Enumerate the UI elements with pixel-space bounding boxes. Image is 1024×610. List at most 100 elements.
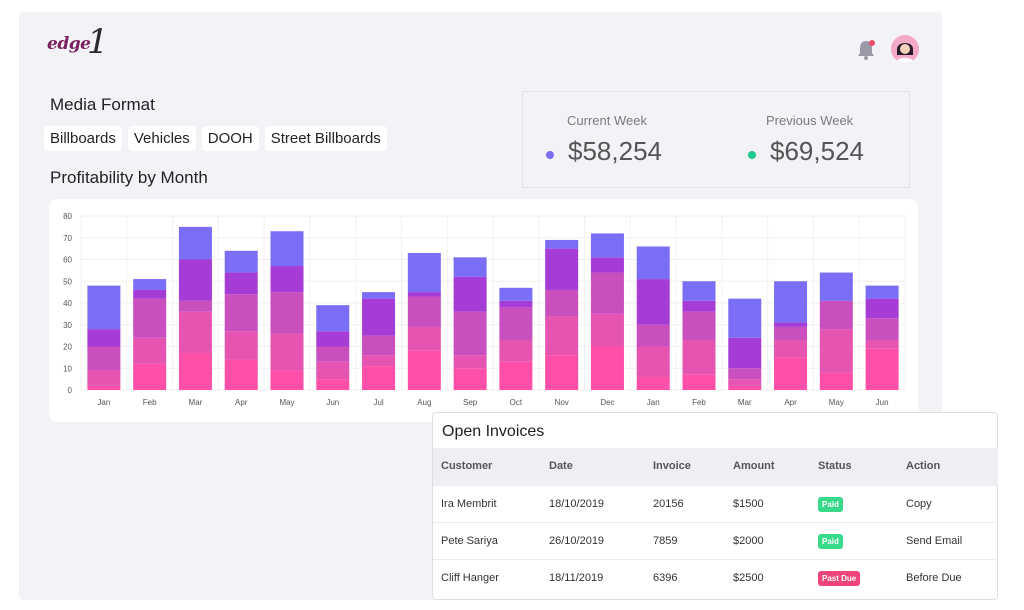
bar-segment [774, 339, 808, 358]
bar-segment [224, 359, 258, 390]
bar-segment [636, 246, 670, 280]
logo-text: edge [47, 34, 91, 54]
bar-segment [728, 298, 762, 338]
x-tick-label: May [829, 398, 844, 407]
bar-segment [590, 313, 624, 347]
x-tick-label: Jan [647, 398, 660, 407]
x-tick-label: Aug [417, 398, 431, 407]
col-action[interactable]: Action [906, 460, 941, 472]
bar-segment [865, 348, 899, 390]
bar-segment [499, 300, 533, 308]
bar-segment [362, 355, 396, 367]
bar-segment [774, 326, 808, 340]
x-tick-label: Jan [97, 398, 110, 407]
bar-segment [499, 361, 533, 390]
bar-segment [178, 259, 212, 301]
cell-action[interactable]: Send Email [906, 535, 963, 547]
bar-segment [87, 329, 121, 347]
previous-week-value: $69,524 [770, 136, 864, 166]
bar-segment [133, 279, 167, 290]
y-tick-label: 80 [63, 212, 72, 221]
bar-segment [545, 316, 579, 356]
bar-segment [362, 298, 396, 336]
bar-segment [270, 292, 304, 334]
col-date[interactable]: Date [549, 460, 573, 472]
cell-date: 26/10/2019 [549, 535, 605, 547]
bar-segment [178, 353, 212, 390]
bar-segment [545, 248, 579, 290]
bell-icon[interactable] [855, 38, 877, 62]
current-week-dot [546, 151, 554, 159]
bar-segment [270, 266, 304, 293]
chip-billboards[interactable]: Billboards [44, 126, 122, 151]
bar-segment [865, 339, 899, 349]
bar-segment [499, 287, 533, 301]
x-tick-label: Dec [600, 398, 614, 407]
open-invoices-title: Open Invoices [442, 423, 545, 440]
x-tick-label: Apr [235, 398, 248, 407]
bar-segment [545, 239, 579, 249]
bar-segment [224, 331, 258, 360]
col-status[interactable]: Status [818, 460, 852, 472]
brand-logo[interactable]: edge 1 [47, 22, 117, 64]
bar-segment [682, 281, 716, 301]
cell-action[interactable]: Before Due [906, 572, 962, 584]
col-invoice[interactable]: Invoice [653, 460, 691, 472]
bar-segment [407, 350, 441, 390]
y-tick-label: 10 [63, 364, 72, 373]
bar-segment [87, 346, 121, 371]
bar-segment [499, 307, 533, 340]
bar-segment [270, 333, 304, 371]
x-tick-label: Feb [692, 398, 706, 407]
chip-vehicles[interactable]: Vehicles [127, 126, 196, 151]
x-tick-label: Oct [510, 398, 523, 407]
bar-segment [682, 300, 716, 312]
cell-invoice: 7859 [653, 535, 678, 547]
table-row[interactable]: Cliff Hanger 18/11/2019 6396 $2500 Past … [433, 560, 998, 597]
media-format-chips: Billboards Vehicles DOOH Street Billboar… [44, 126, 387, 151]
bar-segment [316, 346, 350, 362]
cell-invoice: 6396 [653, 572, 678, 584]
col-amount[interactable]: Amount [733, 460, 775, 472]
bar-segment [865, 285, 899, 299]
x-tick-label: Jun [326, 398, 339, 407]
x-tick-label: Apr [784, 398, 797, 407]
bar-segment [636, 346, 670, 377]
cell-invoice: 20156 [653, 498, 684, 510]
bar-segment [453, 276, 487, 312]
bar-segment [590, 233, 624, 258]
x-tick-label: May [279, 398, 294, 407]
table-row[interactable]: Pete Sariya 26/10/2019 7859 $2000 Paid S… [433, 523, 998, 560]
bar-segment [774, 281, 808, 323]
chip-street-billboards[interactable]: Street Billboards [264, 126, 387, 151]
chart-svg: 0 10 20 30 40 50 60 70 80 Jan Feb Mar Apr May Jun Jul Au… [63, 212, 906, 407]
x-tick-label: Nov [555, 398, 569, 407]
bar-segment [865, 298, 899, 319]
bar-segment [865, 318, 899, 340]
bar-segment [407, 252, 441, 293]
previous-week-dot [748, 151, 756, 159]
table-row[interactable]: Ira Membrit 18/10/2019 20156 $1500 Paid … [433, 486, 998, 523]
cell-action[interactable]: Copy [906, 498, 932, 510]
bar-segment [224, 294, 258, 332]
bar-segment [133, 337, 167, 364]
bar-segment [178, 226, 212, 260]
cell-amount: $2500 [733, 572, 764, 584]
bar-segment [133, 363, 167, 390]
bar-segment [636, 324, 670, 347]
user-avatar[interactable] [891, 35, 919, 63]
x-tick-label: Sep [463, 398, 478, 407]
bar-segment [362, 335, 396, 356]
chip-dooh[interactable]: DOOH [201, 126, 259, 151]
bar-segment [87, 370, 121, 386]
bar-segment [453, 368, 487, 390]
y-tick-label: 20 [63, 343, 72, 352]
bar-segment [224, 272, 258, 295]
previous-week-label: Previous Week [766, 113, 854, 128]
cell-date: 18/11/2019 [549, 572, 604, 584]
x-tick-label: Feb [143, 398, 157, 407]
open-invoices-card: Open Invoices Customer Date Invoice Amou… [432, 412, 998, 600]
bar-segment [636, 376, 670, 390]
col-customer[interactable]: Customer [441, 460, 493, 472]
bar-segment [728, 385, 762, 390]
